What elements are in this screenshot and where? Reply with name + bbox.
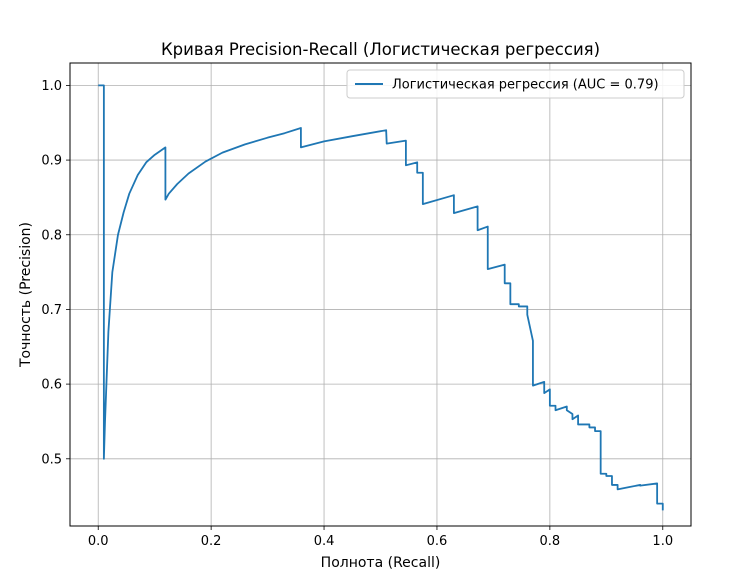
plot-frame: [69, 62, 692, 527]
y-axis-title: Точность (Precision): [18, 222, 34, 368]
y-tick-label: 0.6: [41, 378, 62, 393]
series-line: [98, 84, 664, 511]
y-tick-label: 0.9: [41, 154, 62, 169]
x-tick-label: 1.0: [652, 534, 673, 549]
x-tick-label: 0.8: [540, 534, 561, 549]
series-layer: [98, 84, 664, 511]
grid: [70, 63, 691, 526]
legend-label: Логистическая регрессия (AUC = 0.79): [392, 78, 659, 93]
x-tick-label: 0.4: [314, 534, 335, 549]
ticks: 0.0 0.2 0.4 0.6 0.8 1.0 0.5 0.6 0.7 0.8 0.9 1.0: [41, 79, 673, 549]
y-tick-label: 1.0: [41, 79, 62, 94]
chart-title: Кривая Precision-Recall (Логистическая р…: [161, 40, 600, 59]
legend-box: [346, 69, 685, 99]
y-tick-label: 0.7: [41, 303, 62, 318]
x-tick-label: 0.2: [201, 534, 222, 549]
y-tick-label: 0.5: [41, 452, 62, 467]
legend: Логистическая регрессия (AUC = 0.79): [346, 69, 685, 99]
x-tick-label: 0.6: [427, 534, 448, 549]
x-tick-label: 0.0: [88, 534, 109, 549]
x-axis-title: Полнота (Recall): [321, 555, 441, 571]
y-tick-label: 0.8: [41, 228, 62, 243]
